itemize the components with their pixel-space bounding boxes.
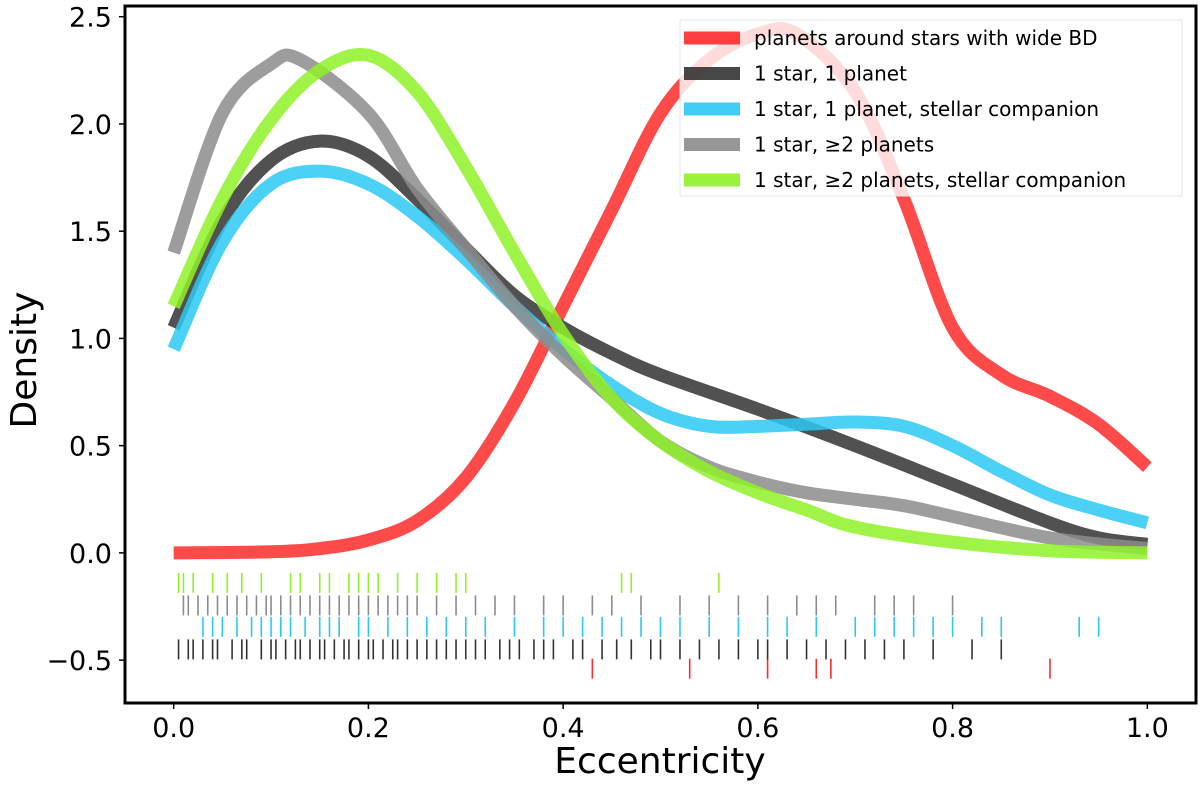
x-tick-label-0.0: 0.0 bbox=[152, 713, 195, 744]
x-tick-label-0.6: 0.6 bbox=[736, 713, 779, 744]
y-tick-label--0.5: −0.5 bbox=[46, 646, 112, 677]
density-curves bbox=[167, 22, 1152, 560]
x-tick-label-0.2: 0.2 bbox=[347, 713, 390, 744]
x-axis-ticks: 0.0 0.2 0.4 0.6 0.8 1.0 bbox=[152, 703, 1169, 744]
x-axis-label: Eccentricity bbox=[554, 741, 765, 782]
plot-frame bbox=[123, 4, 1198, 705]
x-tick-label-1.0: 1.0 bbox=[1126, 713, 1169, 744]
legend-label-1-star-1-planet-stellar-companion: 1 star, 1 planet, stellar companion bbox=[754, 97, 1099, 121]
y-axis-label: Density bbox=[4, 292, 45, 429]
y-tick-label-0.5: 0.5 bbox=[69, 432, 112, 463]
x-tick-label-0.8: 0.8 bbox=[931, 713, 974, 744]
y-tick-label-1.5: 1.5 bbox=[69, 217, 112, 248]
series-line-1-star-ge2-planets-stellar-companion bbox=[167, 48, 1148, 560]
legend-label-1-star-1-planet: 1 star, 1 planet bbox=[754, 62, 907, 86]
series-line-1-star-1-planet bbox=[167, 134, 1149, 551]
legend-label-1-star-ge2-planets-stellar-companion: 1 star, ≥2 planets, stellar companion bbox=[754, 168, 1126, 192]
legend-box bbox=[679, 19, 1183, 197]
y-tick-label-0: 0.0 bbox=[69, 539, 112, 570]
series-line-planets-around-stars-with-wide-bd bbox=[173, 22, 1152, 560]
series-line-1-star-1-planet-stellar-companion bbox=[167, 164, 1149, 530]
legend-label-planets-around-stars-with-wide-bd: planets around stars with wide BD bbox=[754, 26, 1098, 50]
y-tick-label-1: 1.0 bbox=[69, 324, 112, 355]
x-tick-label-0.4: 0.4 bbox=[542, 713, 585, 744]
y-axis-ticks: −0.5 0.0 0.5 1.0 1.5 2.0 2.5 bbox=[46, 3, 125, 677]
y-tick-label-2.5: 2.5 bbox=[69, 3, 112, 34]
rug-plot bbox=[177, 572, 1100, 679]
legend: planets around stars with wide BD 1 star,… bbox=[679, 19, 1183, 197]
y-tick-label-2: 2.0 bbox=[69, 110, 112, 141]
legend-label-1-star-ge2-planets: 1 star, ≥2 planets bbox=[754, 133, 934, 157]
